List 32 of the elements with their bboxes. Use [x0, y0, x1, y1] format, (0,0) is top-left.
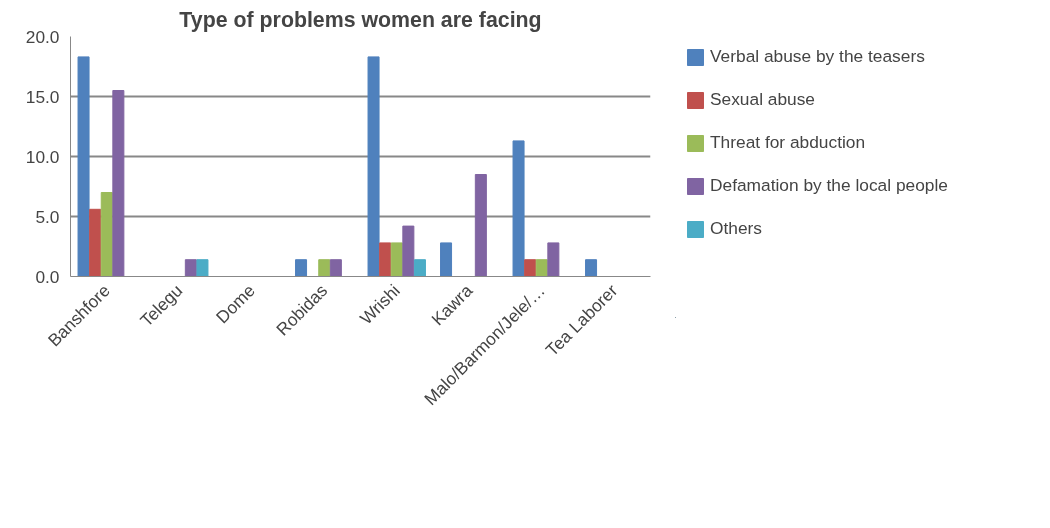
- y-tick-label: 15.0: [25, 86, 60, 107]
- y-tick-label: 5.0: [35, 206, 60, 227]
- bar: [585, 259, 598, 277]
- bar: [329, 259, 342, 277]
- bar: [77, 56, 90, 277]
- bar: [535, 259, 548, 277]
- bar: [390, 242, 403, 277]
- legend-label: Sexual abuse: [710, 89, 816, 110]
- bar: [367, 56, 380, 277]
- y-tick-label: 20.0: [25, 26, 60, 47]
- bar: [524, 259, 537, 277]
- bar: [295, 259, 308, 277]
- bar: [112, 90, 125, 277]
- y-tick-label: 0.0: [35, 266, 60, 287]
- bar: [89, 208, 102, 277]
- bar: [318, 259, 331, 277]
- bar: [100, 192, 113, 277]
- bar: [379, 242, 392, 277]
- legend-label: Defamation by the local people: [710, 175, 948, 196]
- bar: [474, 174, 487, 277]
- bar: [512, 140, 525, 277]
- bar: [547, 242, 560, 277]
- bar: [440, 242, 453, 277]
- legend-label: Verbal abuse by the teasers: [710, 46, 925, 67]
- chart-title: Type of problems women are facing: [179, 7, 542, 32]
- bar: [184, 259, 197, 277]
- legend-label: Others: [710, 218, 763, 239]
- legend-label: Threat for abduction: [710, 132, 866, 153]
- bar: [402, 225, 415, 277]
- bar: [413, 259, 426, 277]
- bar: [196, 259, 209, 277]
- y-tick-label: 10.0: [25, 146, 60, 167]
